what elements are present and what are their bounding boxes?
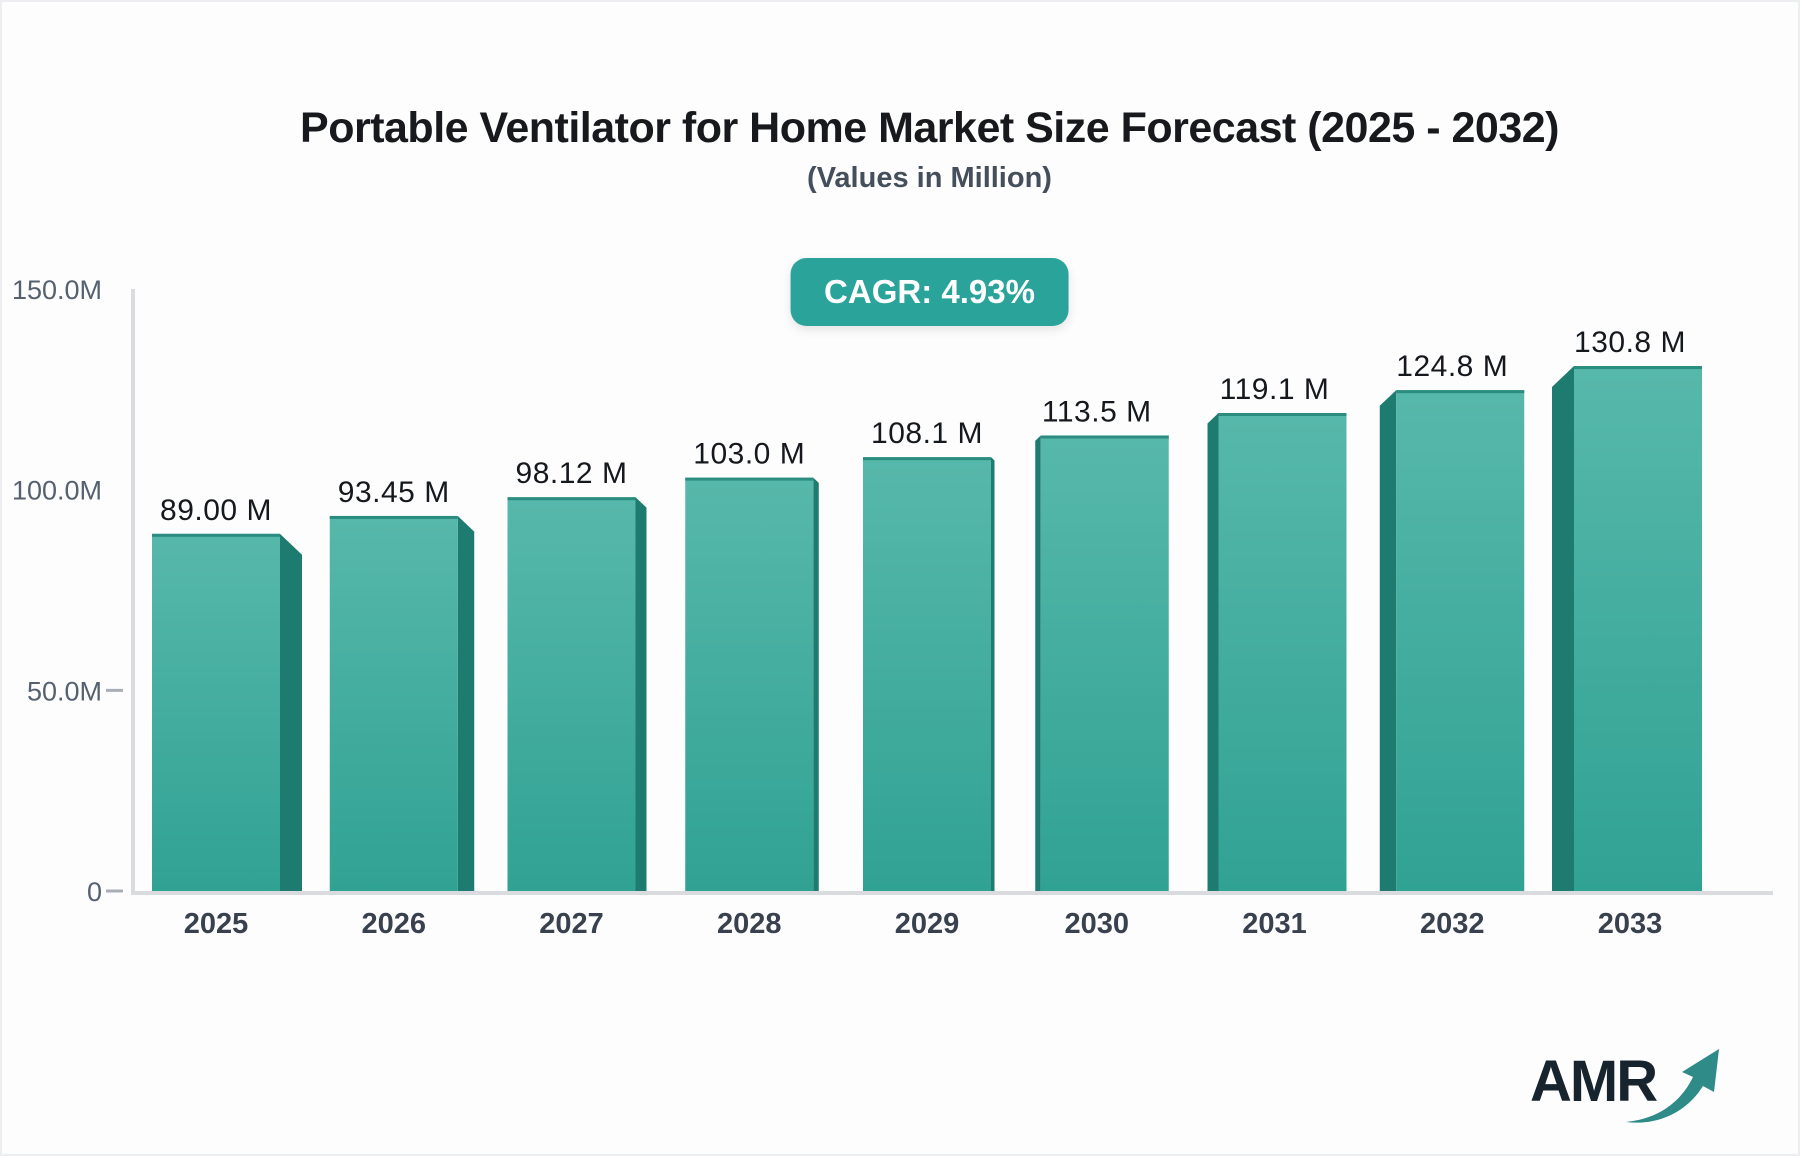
amr-logo-text: AMR: [1530, 1049, 1658, 1114]
y-tick-label-50.0M: 50.0M: [27, 676, 102, 706]
x-tick-label-2031: 2031: [1242, 908, 1307, 940]
y-tick-label-0: 0: [87, 877, 102, 907]
x-tick-label-2026: 2026: [361, 908, 426, 940]
bar-top-edge-2030: [1040, 435, 1169, 439]
bar-value-label-2027: 98.12 M: [516, 457, 628, 490]
x-tick-label-2029: 2029: [895, 908, 960, 940]
bar-top-edge-2032: [1396, 390, 1525, 394]
chart-title: Portable Ventilator for Home Market Size…: [300, 104, 1559, 152]
y-tick-label-150.0M: 150.0M: [12, 275, 102, 305]
bar-top-edge-2027: [507, 497, 636, 501]
bar-value-label-2030: 113.5 M: [1042, 395, 1152, 428]
x-axis-line: [131, 891, 1773, 895]
x-tick-label-2033: 2033: [1598, 908, 1663, 940]
bar-side-2027: [635, 497, 647, 891]
bar-side-2025: [280, 533, 302, 891]
x-tick-label-2025: 2025: [184, 908, 249, 940]
bar-face-2027: [507, 497, 636, 891]
x-tick-label-2030: 2030: [1064, 908, 1129, 940]
x-tick-label-2032: 2032: [1420, 908, 1485, 940]
bar-top-edge-2033: [1574, 366, 1702, 370]
bar-value-label-2025: 89.00 M: [160, 494, 272, 527]
x-tick-label-2027: 2027: [539, 908, 604, 940]
bar-face-2031: [1218, 413, 1347, 891]
bar-face-2025: [152, 533, 280, 891]
bar-value-label-2032: 124.8 M: [1396, 350, 1508, 383]
bar-side-2030: [1035, 435, 1041, 891]
bar-side-2032: [1379, 390, 1397, 891]
bar-face-2030: [1040, 435, 1169, 891]
bar-side-2031: [1207, 413, 1219, 891]
y-tick-label-100.0M: 100.0M: [12, 476, 102, 506]
bar-face-2029: [863, 457, 991, 891]
bar-face-2028: [685, 477, 814, 891]
bar-value-label-2031: 119.1 M: [1220, 373, 1330, 406]
bar-side-2029: [991, 457, 995, 891]
bar-value-label-2026: 93.45 M: [338, 476, 450, 509]
bar-value-label-2033: 130.8 M: [1574, 326, 1686, 359]
bar-side-2028: [813, 477, 819, 891]
y-axis-line: [131, 289, 135, 895]
bar-top-edge-2025: [152, 533, 280, 537]
bar-side-2033: [1552, 366, 1574, 891]
bar-top-edge-2026: [329, 515, 458, 519]
cagr-badge: CAGR: 4.93%: [790, 258, 1069, 326]
bar-face-2026: [329, 515, 458, 891]
bar-value-label-2028: 103.0 M: [693, 438, 805, 471]
bar-top-edge-2028: [685, 477, 814, 481]
x-tick-label-2028: 2028: [717, 908, 782, 940]
bar-value-label-2029: 108.1 M: [871, 417, 983, 450]
bar-face-2033: [1574, 366, 1702, 891]
bar-top-edge-2029: [863, 457, 991, 461]
amr-logo: AMR: [1530, 1042, 1730, 1137]
bar-face-2032: [1396, 390, 1525, 891]
growth-arrow-icon: [1626, 1049, 1719, 1123]
chart-subtitle: (Values in Million): [807, 162, 1052, 194]
bar-side-2026: [457, 515, 475, 891]
bar-top-edge-2031: [1218, 413, 1347, 417]
